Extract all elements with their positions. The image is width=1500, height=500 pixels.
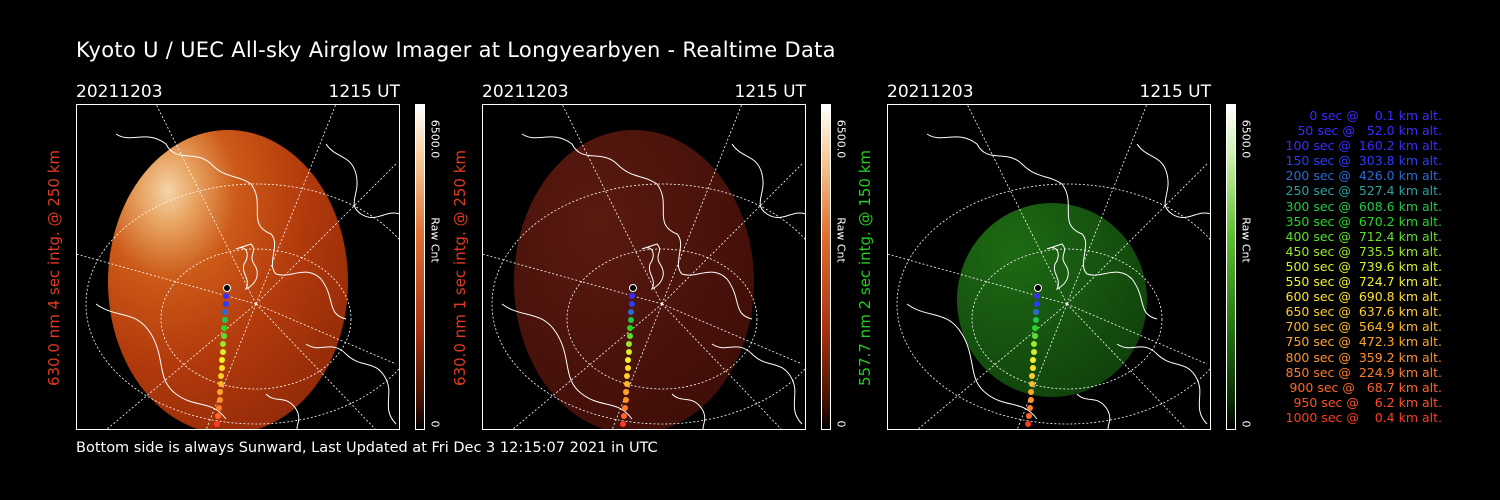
colorbar-unit: Raw Cnt (428, 217, 442, 263)
legend-row: 150 sec @ 303.8 km alt. (1285, 153, 1442, 169)
airglow-image-630-4s (76, 104, 400, 430)
legend-row: 200 sec @ 426.0 km alt. (1285, 168, 1442, 184)
panel-2: 20211203 1215 UT 630.0 nm 1 sec intg. @ … (451, 80, 892, 440)
colorbar-min: 0 (428, 420, 442, 428)
footer-note: Bottom side is always Sunward, Last Upda… (76, 440, 658, 456)
legend-row: 1000 sec @ 0.4 km alt. (1285, 409, 1442, 425)
panel-ylabel: 630.0 nm 1 sec intg. @ 250 km (451, 149, 469, 386)
colorbar-min: 0 (1239, 420, 1253, 428)
legend-row: 850 sec @ 224.9 km alt. (1285, 364, 1442, 380)
panel-3: 20211203 1215 UT 557.7 nm 2 sec intg. @ … (856, 80, 1297, 440)
panel-ylabel: 630.0 nm 4 sec intg. @ 250 km (45, 149, 63, 386)
legend-row: 700 sec @ 564.9 km alt. (1285, 319, 1442, 335)
colorbar-max: 6500.0 (834, 119, 848, 159)
panel-date: 20211203 (887, 82, 974, 102)
panel-ylabel: 557.7 nm 2 sec intg. @ 150 km (856, 149, 874, 386)
panel-time: 1215 UT (1139, 82, 1212, 102)
trajectory-track (620, 284, 637, 427)
panel-date: 20211203 (482, 82, 569, 102)
colorbar-min: 0 (834, 420, 848, 428)
airglow-image-557-2s (887, 104, 1211, 430)
legend-row: 300 sec @ 608.6 km alt. (1285, 198, 1442, 214)
colorbar-unit: Raw Cnt (834, 217, 848, 263)
legend-row: 100 sec @ 160.2 km alt. (1285, 138, 1442, 154)
colorbar (821, 104, 831, 430)
panel-1: 20211203 1215 UT 630.0 nm 4 sec intg. @ … (45, 80, 486, 440)
airglow-image-630-1s (482, 104, 806, 430)
legend-row: 450 sec @ 735.5 km alt. (1285, 243, 1442, 259)
legend-row: 750 sec @ 472.3 km alt. (1285, 334, 1442, 350)
panel-time: 1215 UT (328, 82, 401, 102)
legend-row: 250 sec @ 527.4 km alt. (1285, 183, 1442, 199)
colorbar-max: 6500.0 (428, 119, 442, 159)
page-title: Kyoto U / UEC All-sky Airglow Imager at … (76, 38, 836, 62)
colorbar-unit: Raw Cnt (1239, 217, 1253, 263)
trajectory-legend: 0 sec @ 0.1 km alt. 50 sec @ 52.0 km alt.… (1262, 108, 1442, 425)
legend-row: 900 sec @ 68.7 km alt. (1289, 379, 1442, 395)
legend-row: 0 sec @ 0.1 km alt. (1309, 108, 1442, 123)
colorbar-max: 6500.0 (1239, 119, 1253, 159)
panel-date: 20211203 (76, 82, 163, 102)
panel-time: 1215 UT (734, 82, 807, 102)
legend-row: 800 sec @ 359.2 km alt. (1285, 349, 1442, 365)
legend-row: 500 sec @ 739.6 km alt. (1285, 258, 1442, 274)
legend-row: 50 sec @ 52.0 km alt. (1297, 123, 1442, 139)
trajectory-track (214, 284, 231, 427)
colorbar (1226, 104, 1236, 430)
legend-row: 950 sec @ 6.2 km alt. (1293, 394, 1442, 410)
colorbar (415, 104, 425, 430)
legend-row: 550 sec @ 724.7 km alt. (1285, 274, 1442, 290)
trajectory-track (1025, 284, 1042, 427)
legend-row: 400 sec @ 712.4 km alt. (1285, 228, 1442, 244)
legend-row: 350 sec @ 670.2 km alt. (1285, 213, 1442, 229)
legend-row: 650 sec @ 637.6 km alt. (1285, 304, 1442, 320)
legend-row: 600 sec @ 690.8 km alt. (1285, 289, 1442, 305)
